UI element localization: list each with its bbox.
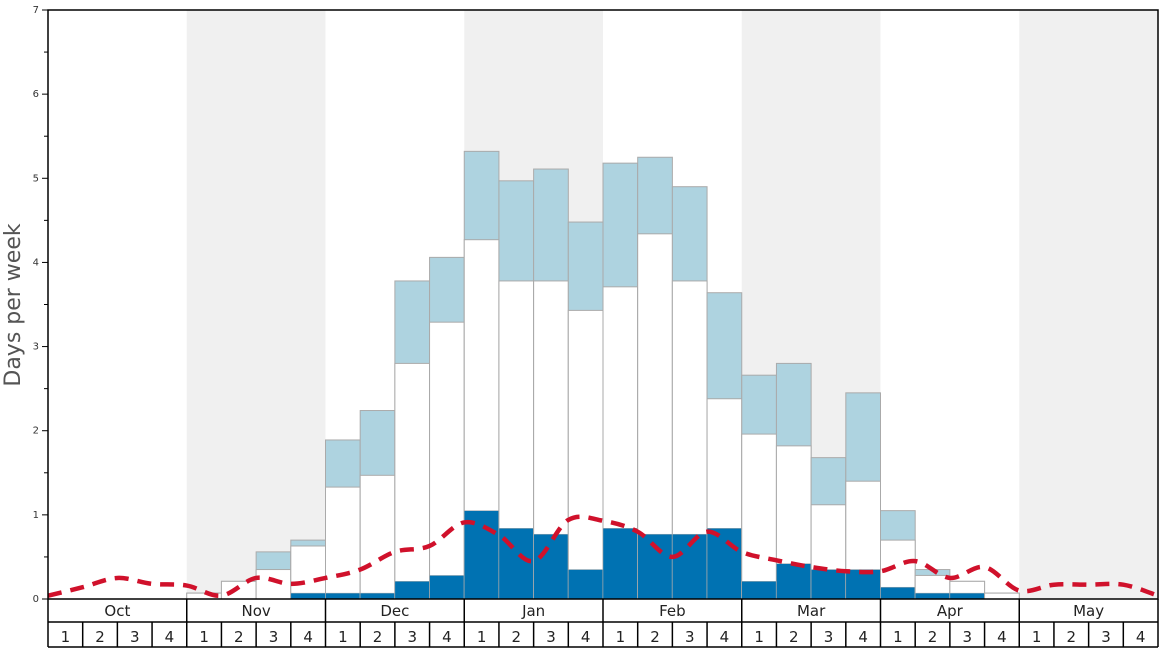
bar-dark-8 (325, 592, 361, 600)
week-label: 4 (858, 628, 868, 646)
week-label: 1 (1032, 628, 1042, 646)
month-week-axis: Oct 1 2 3 4 Nov 1 2 3 4 Dec 1 2 3 4 Jan 1 2 3 4 Feb 1 2 3 4 Mar 1 2… (47, 599, 1159, 648)
bar-dark-26 (949, 592, 985, 600)
week-label: 3 (824, 628, 834, 646)
trend-line (47, 514, 1159, 598)
y-tick-label: 3 (33, 342, 39, 353)
week-label: 3 (685, 628, 695, 646)
y-axis-label: Days per week (1, 223, 26, 386)
bar-dark-15 (568, 569, 604, 600)
bar-dark-20 (741, 581, 777, 600)
week-label: 4 (1136, 628, 1146, 646)
bar-dark-19 (706, 528, 742, 600)
bar-dark-23 (845, 569, 881, 600)
month-label-apr: Apr (937, 602, 964, 620)
bar-dark-11 (429, 575, 465, 600)
bar-white-27 (984, 592, 1020, 600)
week-label: 2 (512, 628, 522, 646)
month-label-oct: Oct (104, 602, 130, 620)
bar-dark-21 (776, 563, 812, 600)
bar-white-6 (255, 569, 292, 600)
y-tick-label: 7 (33, 5, 39, 16)
week-label: 1 (616, 628, 626, 646)
week-label: 3 (1101, 628, 1111, 646)
y-tick-label: 0 (33, 594, 39, 605)
week-label: 3 (546, 628, 556, 646)
month-label-may: May (1073, 602, 1104, 620)
y-tick-label: 5 (33, 173, 39, 184)
week-label: 1 (61, 628, 71, 646)
week-label: 4 (720, 628, 730, 646)
bar-white-5 (220, 580, 257, 600)
month-label-jan: Jan (521, 602, 545, 620)
week-label: 2 (928, 628, 938, 646)
week-label: 2 (373, 628, 383, 646)
bar-white-10 (394, 362, 431, 600)
week-label: 2 (789, 628, 799, 646)
week-label: 3 (407, 628, 417, 646)
week-label: 2 (650, 628, 660, 646)
month-label-dec: Dec (380, 602, 409, 620)
bars (186, 150, 1020, 600)
week-label: 4 (303, 628, 313, 646)
y-tick-label: 1 (33, 510, 39, 521)
week-label: 3 (269, 628, 279, 646)
week-label: 4 (442, 628, 452, 646)
bar-white-9 (359, 474, 396, 600)
month-label-feb: Feb (659, 602, 686, 620)
week-label: 1 (338, 628, 348, 646)
week-label: 4 (581, 628, 591, 646)
bar-dark-14 (533, 533, 569, 600)
week-label: 1 (477, 628, 487, 646)
week-label: 1 (893, 628, 903, 646)
month-shade-nov (186, 10, 326, 599)
bar-white-7 (290, 545, 326, 600)
week-label: 3 (130, 628, 140, 646)
bar-dark-25 (914, 592, 951, 600)
week-label: 4 (165, 628, 175, 646)
bar-white-15 (567, 309, 604, 600)
bar-dark-24 (880, 586, 916, 600)
y-tick-label: 4 (33, 257, 39, 268)
y-tick-label: 2 (33, 426, 39, 437)
bar-dark-22 (810, 569, 847, 600)
bar-white-11 (429, 321, 465, 600)
week-label: 4 (997, 628, 1007, 646)
y-tick-label: 6 (33, 89, 39, 100)
month-label-mar: Mar (797, 602, 826, 620)
trend-line-path (47, 514, 1159, 598)
week-label: 1 (199, 628, 209, 646)
bar-dark-10 (394, 581, 430, 600)
month-label-nov: Nov (241, 602, 270, 620)
month-shade-may (1019, 10, 1158, 599)
bar-dark-16 (602, 528, 638, 600)
week-label: 3 (962, 628, 972, 646)
week-label: 2 (95, 628, 105, 646)
week-label: 1 (754, 628, 764, 646)
bar-dark-7 (290, 592, 326, 600)
bar-dark-12 (464, 510, 500, 600)
bar-white-20 (741, 433, 777, 600)
week-label: 2 (1067, 628, 1077, 646)
week-label: 2 (234, 628, 244, 646)
bar-dark-9 (359, 592, 396, 600)
bar-white-8 (325, 486, 361, 600)
